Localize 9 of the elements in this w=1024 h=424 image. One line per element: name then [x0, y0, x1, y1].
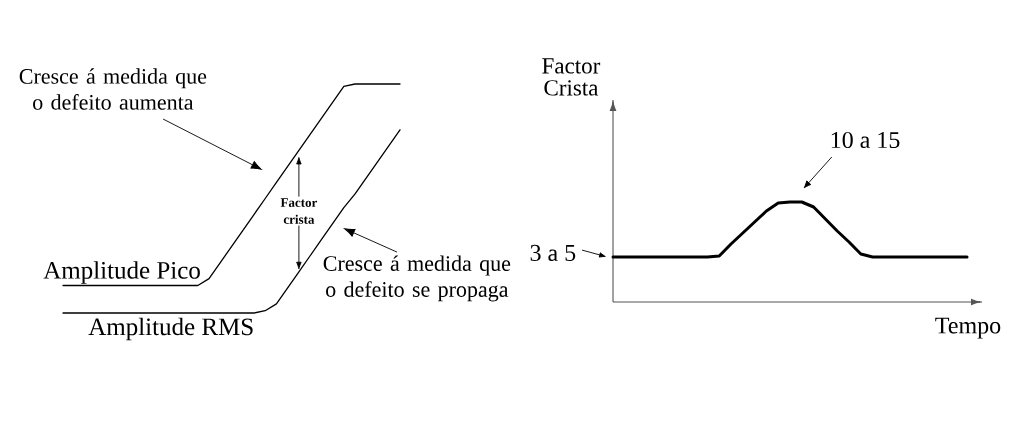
annotation: Cresce á medida que o defeito aumenta: [19, 68, 207, 110]
x-axis-title: Tempo: [935, 317, 1001, 339]
series-label: Amplitude Pico: [43, 261, 200, 284]
annotation: Cresce á medida que o defeito se propaga: [323, 255, 511, 302]
text: 3 a 5: [530, 244, 576, 261]
y-axis-title: Factor Crista: [542, 58, 601, 96]
text: 10 a 15: [831, 131, 900, 149]
series-label: Amplitude RMS: [88, 317, 253, 341]
annotation: Factor crista: [280, 198, 318, 224]
